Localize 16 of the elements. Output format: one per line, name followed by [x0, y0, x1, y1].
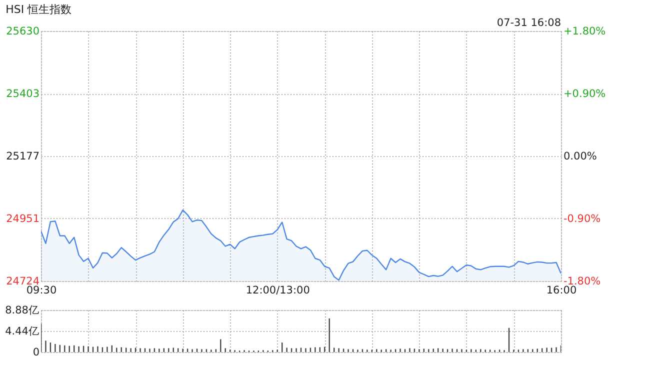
chart-title: HSI 恒生指数	[6, 3, 72, 16]
y-tick-label: 25403	[6, 88, 40, 100]
y-tick-label: 25630	[6, 26, 40, 38]
y-tick-label: 0	[32, 346, 40, 358]
text: 07-31 16:08	[496, 17, 561, 29]
y2-tick-label: +0.90%	[564, 88, 606, 100]
y2-tick-label: 0.00%	[564, 150, 597, 162]
x-tick-label: 16:00	[546, 284, 577, 296]
y2-tick-label: -0.90%	[564, 213, 601, 225]
y-tick-label: 4.44亿	[5, 326, 40, 338]
x-tick-label: 12:00/13:00	[246, 284, 310, 296]
y2-tick-label: +1.80%	[564, 26, 606, 38]
y-tick-label: 25177	[6, 150, 40, 162]
y-tick-label: 8.88亿	[5, 304, 40, 316]
x-tick-label: 09:30	[26, 284, 57, 296]
y-tick-label: 24951	[6, 212, 40, 225]
